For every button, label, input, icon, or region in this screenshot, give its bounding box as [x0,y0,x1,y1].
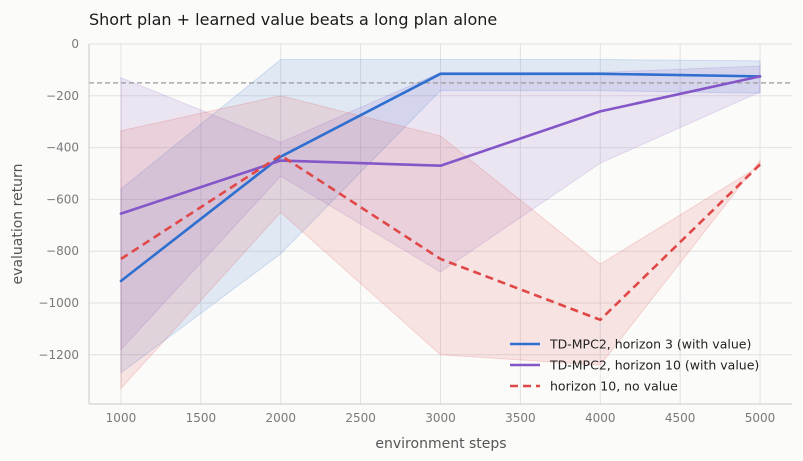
x-tick-label: 3500 [505,411,536,425]
y-tick-label: −600 [46,192,79,206]
confidence-bands [120,59,761,390]
y-tick-label: −800 [46,244,79,258]
x-tick-label: 2500 [345,411,376,425]
y-tick-label: −400 [46,141,79,155]
legend-label-1: TD-MPC2, horizon 3 (with value) [549,337,751,352]
y-axis-label: evaluation return [10,164,26,285]
confidence-band-3 [120,95,761,390]
legend-label-3: horizon 10, no value [550,379,678,394]
y-tick-label: −1000 [38,296,79,310]
legend: TD-MPC2, horizon 3 (with value) TD-MPC2, … [510,337,759,394]
x-tick-labels: 1000 1500 2000 2500 3000 3500 4000 4500 5000 [106,411,776,425]
y-tick-label: 0 [71,37,79,51]
x-tick-label: 1000 [106,411,137,425]
x-tick-label: 5000 [745,411,776,425]
x-tick-label: 2000 [265,411,296,425]
confidence-band-1 [120,59,761,374]
y-tick-labels: 0 −200 −400 −600 −800 −1000 −1200 [38,37,79,362]
series-lines [119,72,762,322]
y-tick-label: −1200 [38,348,79,362]
x-tick-label: 1500 [186,411,217,425]
x-axis-label: environment steps [375,436,506,452]
x-tick-label: 4500 [665,411,696,425]
chart-title: Short plan + learned value beats a long … [89,10,497,29]
series-line-3 [120,154,761,322]
series-line-2 [119,75,762,215]
legend-label-2: TD-MPC2, horizon 10 (with value) [549,358,759,373]
y-tick-label: −200 [46,89,79,103]
confidence-band-2 [120,65,761,351]
x-tick-label: 3000 [425,411,456,425]
series-line-1 [119,72,762,283]
axes [88,44,792,405]
x-tick-label: 4000 [585,411,616,425]
